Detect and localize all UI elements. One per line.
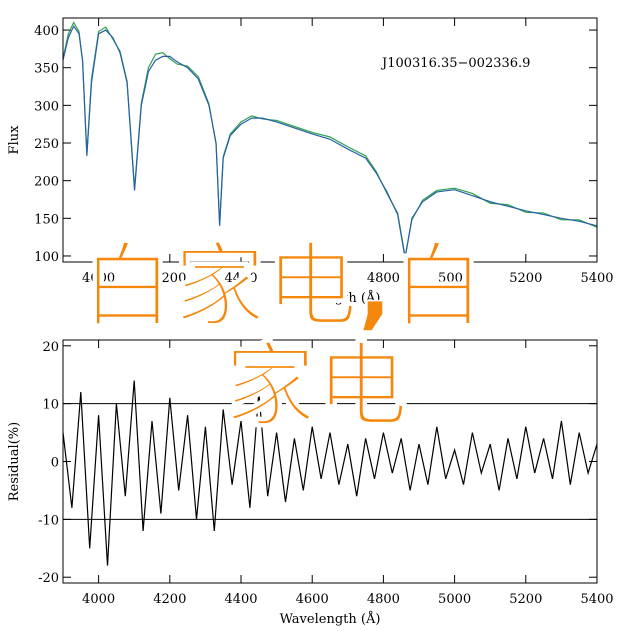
- x-tick-label: 4400: [224, 592, 257, 607]
- x-tick-label: 5000: [438, 592, 471, 607]
- y-tick-label: 100: [34, 250, 59, 265]
- annotation: J100316.35−002336.9: [380, 56, 530, 71]
- y-tick-label: -20: [38, 571, 59, 586]
- x-tick-label: 4000: [82, 592, 115, 607]
- x-tick-label: 4600: [296, 271, 329, 286]
- data-line: [62, 380, 598, 566]
- y-tick-label: 150: [34, 212, 59, 227]
- watermark: 白家电,白: [82, 233, 485, 340]
- data-line: [62, 21, 598, 257]
- x-tick-label: 4200: [153, 592, 186, 607]
- plot-frame: [62, 339, 598, 584]
- x-tick-label: 5400: [580, 271, 613, 286]
- plot-frame: [62, 17, 598, 263]
- y-tick-label: 0: [51, 456, 59, 471]
- x-tick-label: 5400: [580, 592, 613, 607]
- y-tick-label: 250: [34, 137, 59, 152]
- x-tick-label: 4800: [367, 271, 400, 286]
- y-axis-label: Residual(%): [7, 422, 22, 501]
- y-tick-label: -10: [38, 513, 59, 528]
- y-tick-label: 300: [34, 99, 59, 114]
- y-tick-label: 200: [34, 175, 59, 190]
- y-tick-label: 400: [34, 24, 59, 39]
- x-tick-label: 5000: [438, 271, 471, 286]
- x-tick-label: 4400: [224, 271, 257, 286]
- y-axis-label: Flux: [7, 125, 22, 155]
- x-tick-label: 5200: [509, 592, 542, 607]
- x-tick-label: 5200: [509, 271, 542, 286]
- x-axis-label: Wavelength (Å): [280, 611, 381, 627]
- x-tick-label: 4800: [367, 592, 400, 607]
- x-tick-label: 4200: [153, 271, 186, 286]
- data-line: [62, 25, 598, 259]
- y-tick-label: 350: [34, 62, 59, 77]
- x-axis-label: Wavelength (Å): [280, 290, 381, 306]
- y-tick-label: 20: [42, 340, 59, 355]
- x-tick-label: 4600: [296, 592, 329, 607]
- x-tick-label: 4000: [82, 271, 115, 286]
- watermark: 家电: [224, 333, 408, 440]
- y-tick-label: 10: [42, 398, 59, 413]
